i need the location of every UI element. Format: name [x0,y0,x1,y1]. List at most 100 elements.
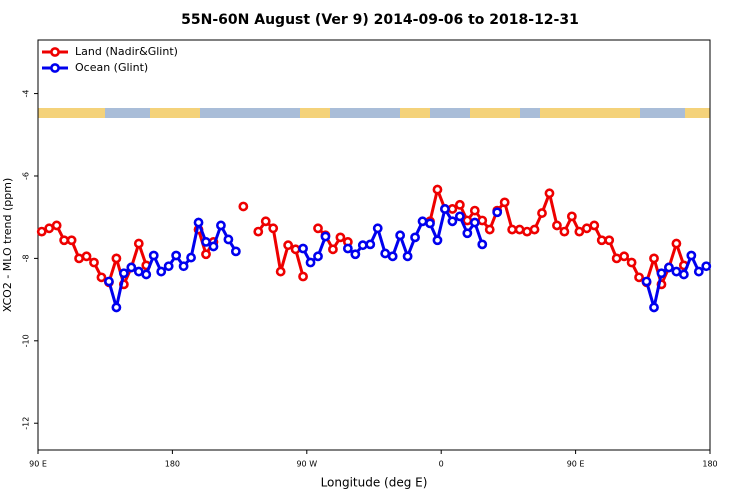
data-point [574,226,585,237]
data-point [432,235,443,246]
data-point [566,211,577,222]
data-point [634,272,644,283]
data-point [380,248,391,259]
data-point [529,224,540,235]
data-point [253,226,264,237]
plot-frame [37,39,711,451]
data-point [208,241,219,252]
data-point [148,250,159,261]
data-point [36,226,47,237]
data-point [469,205,480,216]
data-point [649,253,659,264]
data-point [649,302,659,313]
data-point [664,262,674,273]
data-point [89,257,99,268]
data-point [81,251,92,262]
data-point [477,215,488,226]
data-point [186,252,196,263]
data-point [701,261,712,272]
data-point [410,232,420,243]
data-point [596,235,607,246]
data-point [201,249,211,260]
data-point [544,188,555,199]
data-point [402,251,413,262]
data-point [454,199,465,210]
data-point [626,257,637,268]
data-point [111,253,122,264]
data-point [51,220,62,231]
data-point [133,266,144,277]
y-tick-label: -8 [22,254,31,262]
data-point [604,235,615,246]
data-point [589,220,600,231]
data-point [74,253,84,264]
data-point [238,201,249,212]
y-tick-label: -6 [22,172,31,180]
data-point [59,235,70,246]
data-point [171,250,182,261]
data-point [537,208,547,218]
y-tick-label: -12 [22,417,31,430]
x-tick-label: 90 E [567,460,585,469]
data-point [619,251,630,262]
data-point [522,226,532,237]
data-point [350,249,361,260]
data-point [611,253,622,264]
data-point [671,238,682,249]
data-point [104,276,114,287]
data-point [298,243,308,254]
x-tick-label: 180 [165,460,180,469]
data-point [492,207,503,218]
data-point [298,271,308,282]
legend-marker [50,47,60,57]
data-point [216,220,226,231]
data-point [268,223,279,234]
data-point [656,268,667,279]
x-tick-label: 180 [702,460,717,469]
data-point [425,218,435,229]
data-point [507,224,518,235]
data-point [260,216,271,227]
data-point [678,269,689,280]
data-point [44,223,55,234]
data-point [462,215,473,226]
data-point [133,238,144,249]
legend-label: Ocean (Glint) [75,61,148,74]
data-point [118,268,129,279]
data-point [223,234,234,245]
data-point [163,261,174,272]
data-point [387,251,398,262]
y-tick-label: -4 [22,90,31,98]
data-point [477,239,488,250]
data-point [193,217,204,228]
data-point [328,244,338,255]
data-point [313,251,323,262]
data-point [447,204,458,214]
data-point [178,261,189,272]
data-point [320,231,331,242]
data-point [66,235,77,246]
data-point [111,302,122,313]
x-axis-label: Longitude (deg E) [321,476,428,490]
data-point [283,240,294,251]
data-point [156,266,167,277]
data-point [96,272,107,283]
x-tick-label: 90 W [296,460,317,469]
data-point [484,224,495,235]
data-point [552,220,562,231]
data-point [305,257,316,268]
data-point [462,228,473,239]
data-point [432,184,443,195]
data-point [686,250,697,261]
y-tick-label: -10 [22,334,31,347]
data-point [440,204,450,214]
data-point [469,217,480,228]
data-point [499,197,510,208]
data-point [693,266,704,277]
map-strip [38,108,710,118]
data-point [514,224,525,235]
data-point [454,211,465,222]
data-point [313,223,323,234]
x-tick-label: 0 [439,460,444,469]
